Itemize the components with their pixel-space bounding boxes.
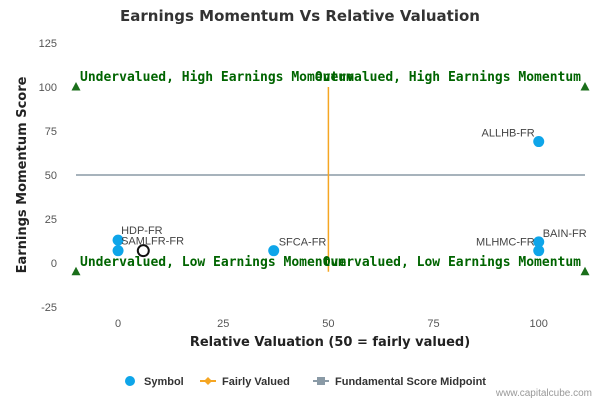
quadrant-labels: Undervalued, High Earnings MomentumOverv… xyxy=(80,70,581,270)
quadrant-label: Overvalued, Low Earnings Momentum xyxy=(323,255,581,270)
point-label: SFCA-FR xyxy=(279,237,327,249)
legend-label: Fairly Valued xyxy=(222,376,290,388)
point-labels: ALLHB-FR HDP-FR BAIN-FR MLHMC-FR SFCA-FR SAML… xyxy=(121,128,587,249)
quadrant-markers xyxy=(71,82,590,276)
legend-item: Symbol xyxy=(125,376,184,388)
x-tick-label: 0 xyxy=(115,318,121,330)
data-point xyxy=(268,245,280,257)
y-tick-label: 0 xyxy=(51,258,57,270)
point-label: HDP-FR xyxy=(121,225,163,237)
quadrant-label: Undervalued, Low Earnings Momentum xyxy=(80,255,346,270)
quadrant-marker xyxy=(580,266,590,276)
legend-swatch xyxy=(125,376,135,386)
x-axis-ticks: 0 25 50 75 100 xyxy=(115,318,548,330)
x-tick-label: 100 xyxy=(530,318,548,330)
x-axis-title: Relative Valuation (50 = fairly valued) xyxy=(190,335,470,350)
quadrant-marker xyxy=(71,82,81,91)
data-point xyxy=(112,245,124,257)
credit-text: www.capitalcube.com xyxy=(495,388,592,399)
x-tick-label: 75 xyxy=(427,318,439,330)
legend-label: Symbol xyxy=(144,376,184,388)
legend-item: Fundamental Score Midpoint xyxy=(313,376,486,388)
y-tick-label: 50 xyxy=(45,170,57,182)
quadrant-label: Overvalued, High Earnings Momentum xyxy=(315,70,581,85)
chart-title: Earnings Momentum Vs Relative Valuation xyxy=(120,7,480,25)
data-points xyxy=(112,136,545,258)
x-tick-label: 25 xyxy=(217,318,229,330)
legend-swatch xyxy=(317,377,325,385)
data-point xyxy=(533,236,545,248)
y-axis-ticks: -25 0 25 50 75 100 125 xyxy=(39,38,57,314)
data-point xyxy=(533,245,545,257)
reference-lines xyxy=(76,87,585,272)
quadrant-marker xyxy=(580,82,590,91)
y-tick-label: 25 xyxy=(45,214,57,226)
point-label: BAIN-FR xyxy=(543,228,587,240)
data-point xyxy=(112,234,124,246)
highlighted-point xyxy=(136,244,150,258)
y-tick-label: 125 xyxy=(39,38,57,50)
data-point xyxy=(533,136,545,148)
y-tick-label: 75 xyxy=(45,126,57,138)
point-label: ALLHB-FR xyxy=(482,128,535,140)
legend: Symbol Fairly Valued Fundamental Score Mid… xyxy=(125,376,486,388)
x-tick-label: 50 xyxy=(322,318,334,330)
point-label: SAMLFR-FR xyxy=(121,236,184,248)
legend-swatch xyxy=(204,377,212,385)
y-axis-title: Earnings Momentum Score xyxy=(15,76,30,273)
legend-item: Fairly Valued xyxy=(200,376,290,388)
y-tick-label: 100 xyxy=(39,82,57,94)
legend-label: Fundamental Score Midpoint xyxy=(335,376,486,388)
y-tick-label: -25 xyxy=(41,302,57,314)
quadrant-label: Undervalued, High Earnings Momentum xyxy=(80,70,354,85)
quadrant-marker xyxy=(71,266,81,276)
point-label: MLHMC-FR xyxy=(476,237,535,249)
